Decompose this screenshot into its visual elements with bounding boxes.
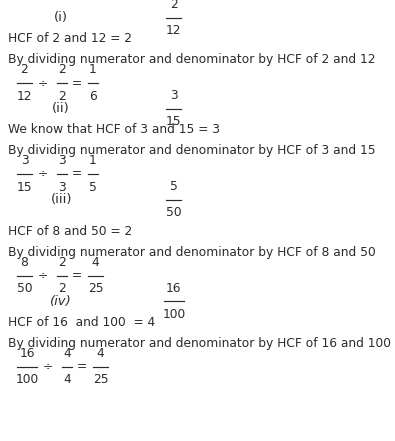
Text: By dividing numerator and denominator by HCF of 16 and 100: By dividing numerator and denominator by… — [8, 337, 391, 350]
Text: 50: 50 — [166, 206, 182, 219]
Text: HCF of 2 and 12 = 2: HCF of 2 and 12 = 2 — [8, 32, 132, 45]
Text: HCF of 8 and 50 = 2: HCF of 8 and 50 = 2 — [8, 224, 132, 238]
Text: 25: 25 — [88, 282, 103, 295]
Text: (iii): (iii) — [51, 193, 72, 206]
Text: 100: 100 — [162, 308, 185, 321]
Text: We know that HCF of 3 and 15 = 3: We know that HCF of 3 and 15 = 3 — [8, 123, 220, 136]
Text: By dividing numerator and denominator by HCF of 2 and 12: By dividing numerator and denominator by… — [8, 53, 375, 66]
Text: 12: 12 — [166, 24, 182, 37]
Text: 8: 8 — [21, 256, 28, 269]
Text: =: = — [77, 360, 87, 373]
Text: 16: 16 — [19, 347, 35, 360]
Text: 16: 16 — [166, 282, 182, 295]
Text: 4: 4 — [97, 347, 105, 360]
Text: 5: 5 — [170, 180, 178, 193]
Text: HCF of 16  and 100  = 4: HCF of 16 and 100 = 4 — [8, 316, 155, 329]
Text: By dividing numerator and denominator by HCF of 3 and 15: By dividing numerator and denominator by… — [8, 144, 376, 157]
Text: 1: 1 — [89, 64, 97, 76]
Text: 15: 15 — [166, 116, 182, 128]
Text: 6: 6 — [89, 90, 97, 103]
Text: 50: 50 — [17, 282, 32, 295]
Text: 3: 3 — [58, 180, 66, 194]
Text: 25: 25 — [93, 373, 109, 386]
Text: ÷: ÷ — [38, 77, 48, 90]
Text: 4: 4 — [63, 373, 71, 386]
Text: =: = — [72, 168, 82, 180]
Text: 1: 1 — [89, 154, 97, 168]
Text: ÷: ÷ — [43, 360, 53, 373]
Text: 2: 2 — [58, 282, 66, 295]
Text: 4: 4 — [63, 347, 71, 360]
Text: ÷: ÷ — [38, 168, 48, 180]
Text: 2: 2 — [58, 256, 66, 269]
Text: (ii): (ii) — [53, 102, 70, 116]
Text: 2: 2 — [58, 64, 66, 76]
Text: 2: 2 — [21, 64, 28, 76]
Text: ÷: ÷ — [38, 269, 48, 282]
Text: 100: 100 — [15, 373, 39, 386]
Text: (iv): (iv) — [50, 295, 72, 308]
Text: 2: 2 — [170, 0, 178, 11]
Text: (i): (i) — [54, 11, 68, 24]
Text: 3: 3 — [170, 89, 178, 102]
Text: 12: 12 — [17, 90, 32, 103]
Text: =: = — [72, 269, 82, 282]
Text: 15: 15 — [17, 180, 32, 194]
Text: =: = — [72, 77, 82, 90]
Text: 3: 3 — [58, 154, 66, 168]
Text: 3: 3 — [21, 154, 28, 168]
Text: 4: 4 — [92, 256, 100, 269]
Text: By dividing numerator and denominator by HCF of 8 and 50: By dividing numerator and denominator by… — [8, 246, 376, 259]
Text: 5: 5 — [89, 180, 97, 194]
Text: 2: 2 — [58, 90, 66, 103]
